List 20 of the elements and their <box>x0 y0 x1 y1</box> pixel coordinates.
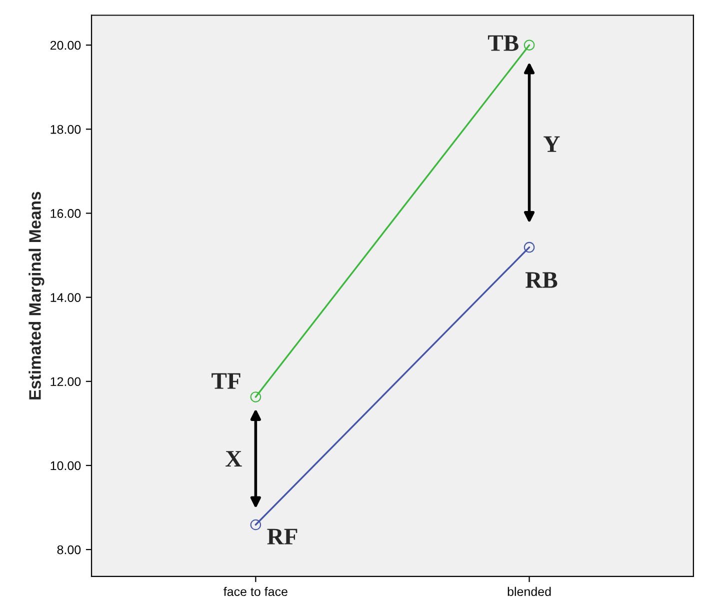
annotation: TF <box>212 373 240 389</box>
y-axis-title: Estimated Marginal Means <box>28 192 44 400</box>
y-tick-label: 20.00 <box>50 40 81 50</box>
y-tick-label: 14.00 <box>50 293 81 302</box>
y-tick-label: 16.00 <box>50 209 81 218</box>
point <box>524 242 535 253</box>
point <box>250 519 262 530</box>
y-tick-label: 8.00 <box>57 545 81 554</box>
x-tick-label: face to face <box>224 586 288 596</box>
annotation: TB <box>488 35 518 51</box>
point <box>524 40 535 50</box>
y-tick-label: 12.00 <box>50 377 81 386</box>
point <box>250 392 262 402</box>
annotation: Y <box>544 136 560 152</box>
annotation: RF <box>267 528 298 544</box>
annotation: X <box>226 451 242 467</box>
y-tick-label: 18.00 <box>50 124 81 134</box>
y-tick-label: 10.00 <box>50 461 81 470</box>
annotation: RB <box>526 272 558 288</box>
x-tick-label: blended <box>508 586 551 596</box>
